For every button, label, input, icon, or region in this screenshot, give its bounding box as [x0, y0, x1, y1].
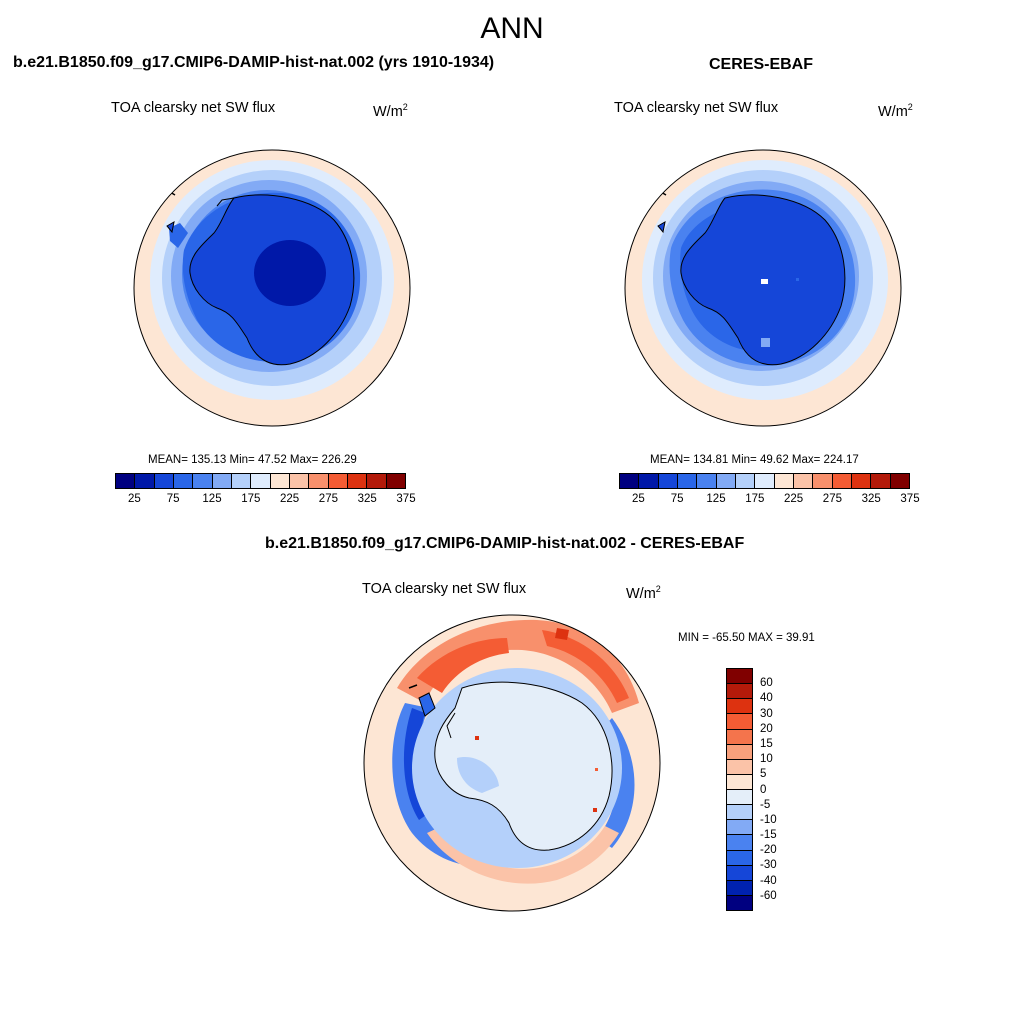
obs-colorbar-tick-label: 225	[784, 493, 804, 505]
diff-colorbar	[726, 668, 753, 911]
diff-colorbar-swatch	[727, 834, 752, 850]
obs-panel-title: CERES-EBAF	[709, 56, 814, 73]
diff-colorbar-tick-label: -40	[760, 874, 777, 887]
obs-colorbar-swatch	[697, 474, 717, 488]
obs-colorbar-swatch	[774, 474, 794, 488]
obs-colorbar-swatch	[890, 474, 909, 488]
obs-colorbar-tick-label: 75	[670, 493, 684, 505]
obs-colorbar-tick-label: 275	[822, 493, 842, 505]
diff-colorbar-swatch	[727, 728, 752, 744]
obs-colorbar-tick-label: 125	[706, 493, 726, 505]
model-colorbar-tick-label: 125	[202, 493, 222, 505]
diff-colorbar-tick-label: -30	[760, 859, 777, 872]
model-stats: MEAN= 135.13 Min= 47.52 Max= 226.29	[148, 454, 357, 466]
diff-colorbar-tick-label: 30	[760, 707, 773, 720]
obs-colorbar-tick-label: 25	[631, 493, 645, 505]
model-polar-map	[133, 149, 411, 427]
model-colorbar-tick-label: 325	[357, 493, 377, 505]
obs-stats: MEAN= 134.81 Min= 49.62 Max= 224.17	[650, 454, 859, 466]
model-colorbar-swatch	[173, 474, 194, 488]
model-colorbar-tick-label: 225	[280, 493, 300, 505]
obs-colorbar-swatch	[639, 474, 659, 488]
diff-colorbar-tick-label: -5	[760, 798, 771, 811]
obs-colorbar-swatch	[851, 474, 872, 488]
diff-colorbar-tick-label: 20	[760, 722, 773, 735]
diff-colorbar-tick-label: 5	[760, 768, 767, 781]
obs-colorbar-swatch	[620, 474, 640, 488]
model-colorbar-tick-label: 25	[127, 493, 141, 505]
obs-colorbar-swatch	[735, 474, 756, 488]
diff-colorbar-swatch	[727, 804, 752, 820]
obs-colorbar-tick-label: 175	[745, 493, 765, 505]
diff-colorbar-swatch	[727, 849, 752, 865]
model-colorbar-swatch	[193, 474, 213, 488]
obs-colorbar-swatch	[793, 474, 814, 488]
model-colorbar-swatch	[154, 474, 174, 488]
diff-colorbar-swatch	[727, 698, 752, 714]
diff-colorbar-tick-label: 10	[760, 753, 773, 766]
diff-colorbar-swatch	[727, 879, 752, 895]
diff-colorbar-tick-label: -60	[760, 889, 777, 902]
obs-polar-map	[624, 149, 902, 427]
model-panel-title: b.e21.B1850.f09_g17.CMIP6-DAMIP-hist-nat…	[13, 54, 495, 71]
diff-colorbar-swatch	[727, 758, 752, 774]
diff-colorbar-swatch	[727, 743, 752, 759]
obs-colorbar	[619, 473, 910, 489]
diff-stats: MIN = -65.50 MAX = 39.91	[678, 632, 815, 644]
model-colorbar	[115, 473, 406, 489]
obs-colorbar-swatch	[813, 474, 833, 488]
obs-colorbar-swatch	[871, 474, 891, 488]
model-colorbar-swatch	[270, 474, 290, 488]
diff-polar-map	[363, 614, 661, 912]
obs-colorbar-tick-label: 325	[861, 493, 881, 505]
obs-units-label: W/m2	[878, 102, 913, 120]
diff-panel-title: b.e21.B1850.f09_g17.CMIP6-DAMIP-hist-nat…	[265, 535, 745, 552]
model-colorbar-swatch	[309, 474, 329, 488]
diff-colorbar-swatch	[727, 773, 752, 789]
diff-colorbar-swatch	[727, 819, 752, 835]
obs-colorbar-tick-label: 375	[900, 493, 920, 505]
diff-colorbar-tick-label: 40	[760, 692, 773, 705]
diff-colorbar-swatch	[727, 894, 752, 910]
diff-colorbar-labels: -60 -40 -30 -20 -15 -10 -5 0 5 10 15 20 30 40 60	[760, 668, 800, 911]
diff-colorbar-tick-label: -20	[760, 844, 777, 857]
diff-colorbar-swatch	[727, 864, 752, 880]
model-colorbar-swatch	[347, 474, 368, 488]
model-colorbar-swatch	[289, 474, 310, 488]
diff-colorbar-swatch	[727, 789, 752, 805]
model-colorbar-tick-label: 375	[396, 493, 416, 505]
obs-colorbar-swatch	[716, 474, 736, 488]
model-colorbar-swatch	[386, 474, 405, 488]
obs-colorbar-swatch	[677, 474, 698, 488]
diff-units-label: W/m2	[626, 584, 661, 602]
model-colorbar-tick-label: 275	[318, 493, 338, 505]
model-colorbar-swatch	[135, 474, 155, 488]
diff-variable-label: TOA clearsky net SW flux	[362, 581, 527, 597]
obs-colorbar-labels: 25 75 125 175 225 275 325 375	[619, 493, 920, 509]
diff-colorbar-swatch	[727, 713, 752, 729]
model-variable-label: TOA clearsky net SW flux	[111, 100, 276, 116]
model-colorbar-swatch	[367, 474, 387, 488]
diff-colorbar-swatch	[727, 683, 752, 699]
diff-colorbar-tick-label: 60	[760, 677, 773, 690]
model-colorbar-labels: 25 75 125 175 225 275 325 375	[115, 493, 416, 509]
model-colorbar-swatch	[116, 474, 136, 488]
diff-colorbar-tick-label: 15	[760, 737, 773, 750]
obs-colorbar-swatch	[658, 474, 678, 488]
model-colorbar-swatch	[231, 474, 252, 488]
main-title: ANN	[480, 12, 544, 45]
model-units-label: W/m2	[373, 102, 408, 120]
obs-variable-label: TOA clearsky net SW flux	[614, 100, 779, 116]
model-colorbar-swatch	[212, 474, 232, 488]
model-colorbar-tick-label: 75	[166, 493, 180, 505]
model-colorbar-swatch	[251, 474, 271, 488]
model-colorbar-tick-label: 175	[241, 493, 261, 505]
obs-colorbar-swatch	[832, 474, 852, 488]
model-colorbar-swatch	[328, 474, 348, 488]
diff-colorbar-swatch	[727, 669, 752, 684]
diff-colorbar-tick-label: -10	[760, 813, 777, 826]
obs-colorbar-swatch	[755, 474, 775, 488]
diff-colorbar-tick-label: -15	[760, 829, 777, 842]
diff-colorbar-tick-label: 0	[760, 783, 767, 796]
